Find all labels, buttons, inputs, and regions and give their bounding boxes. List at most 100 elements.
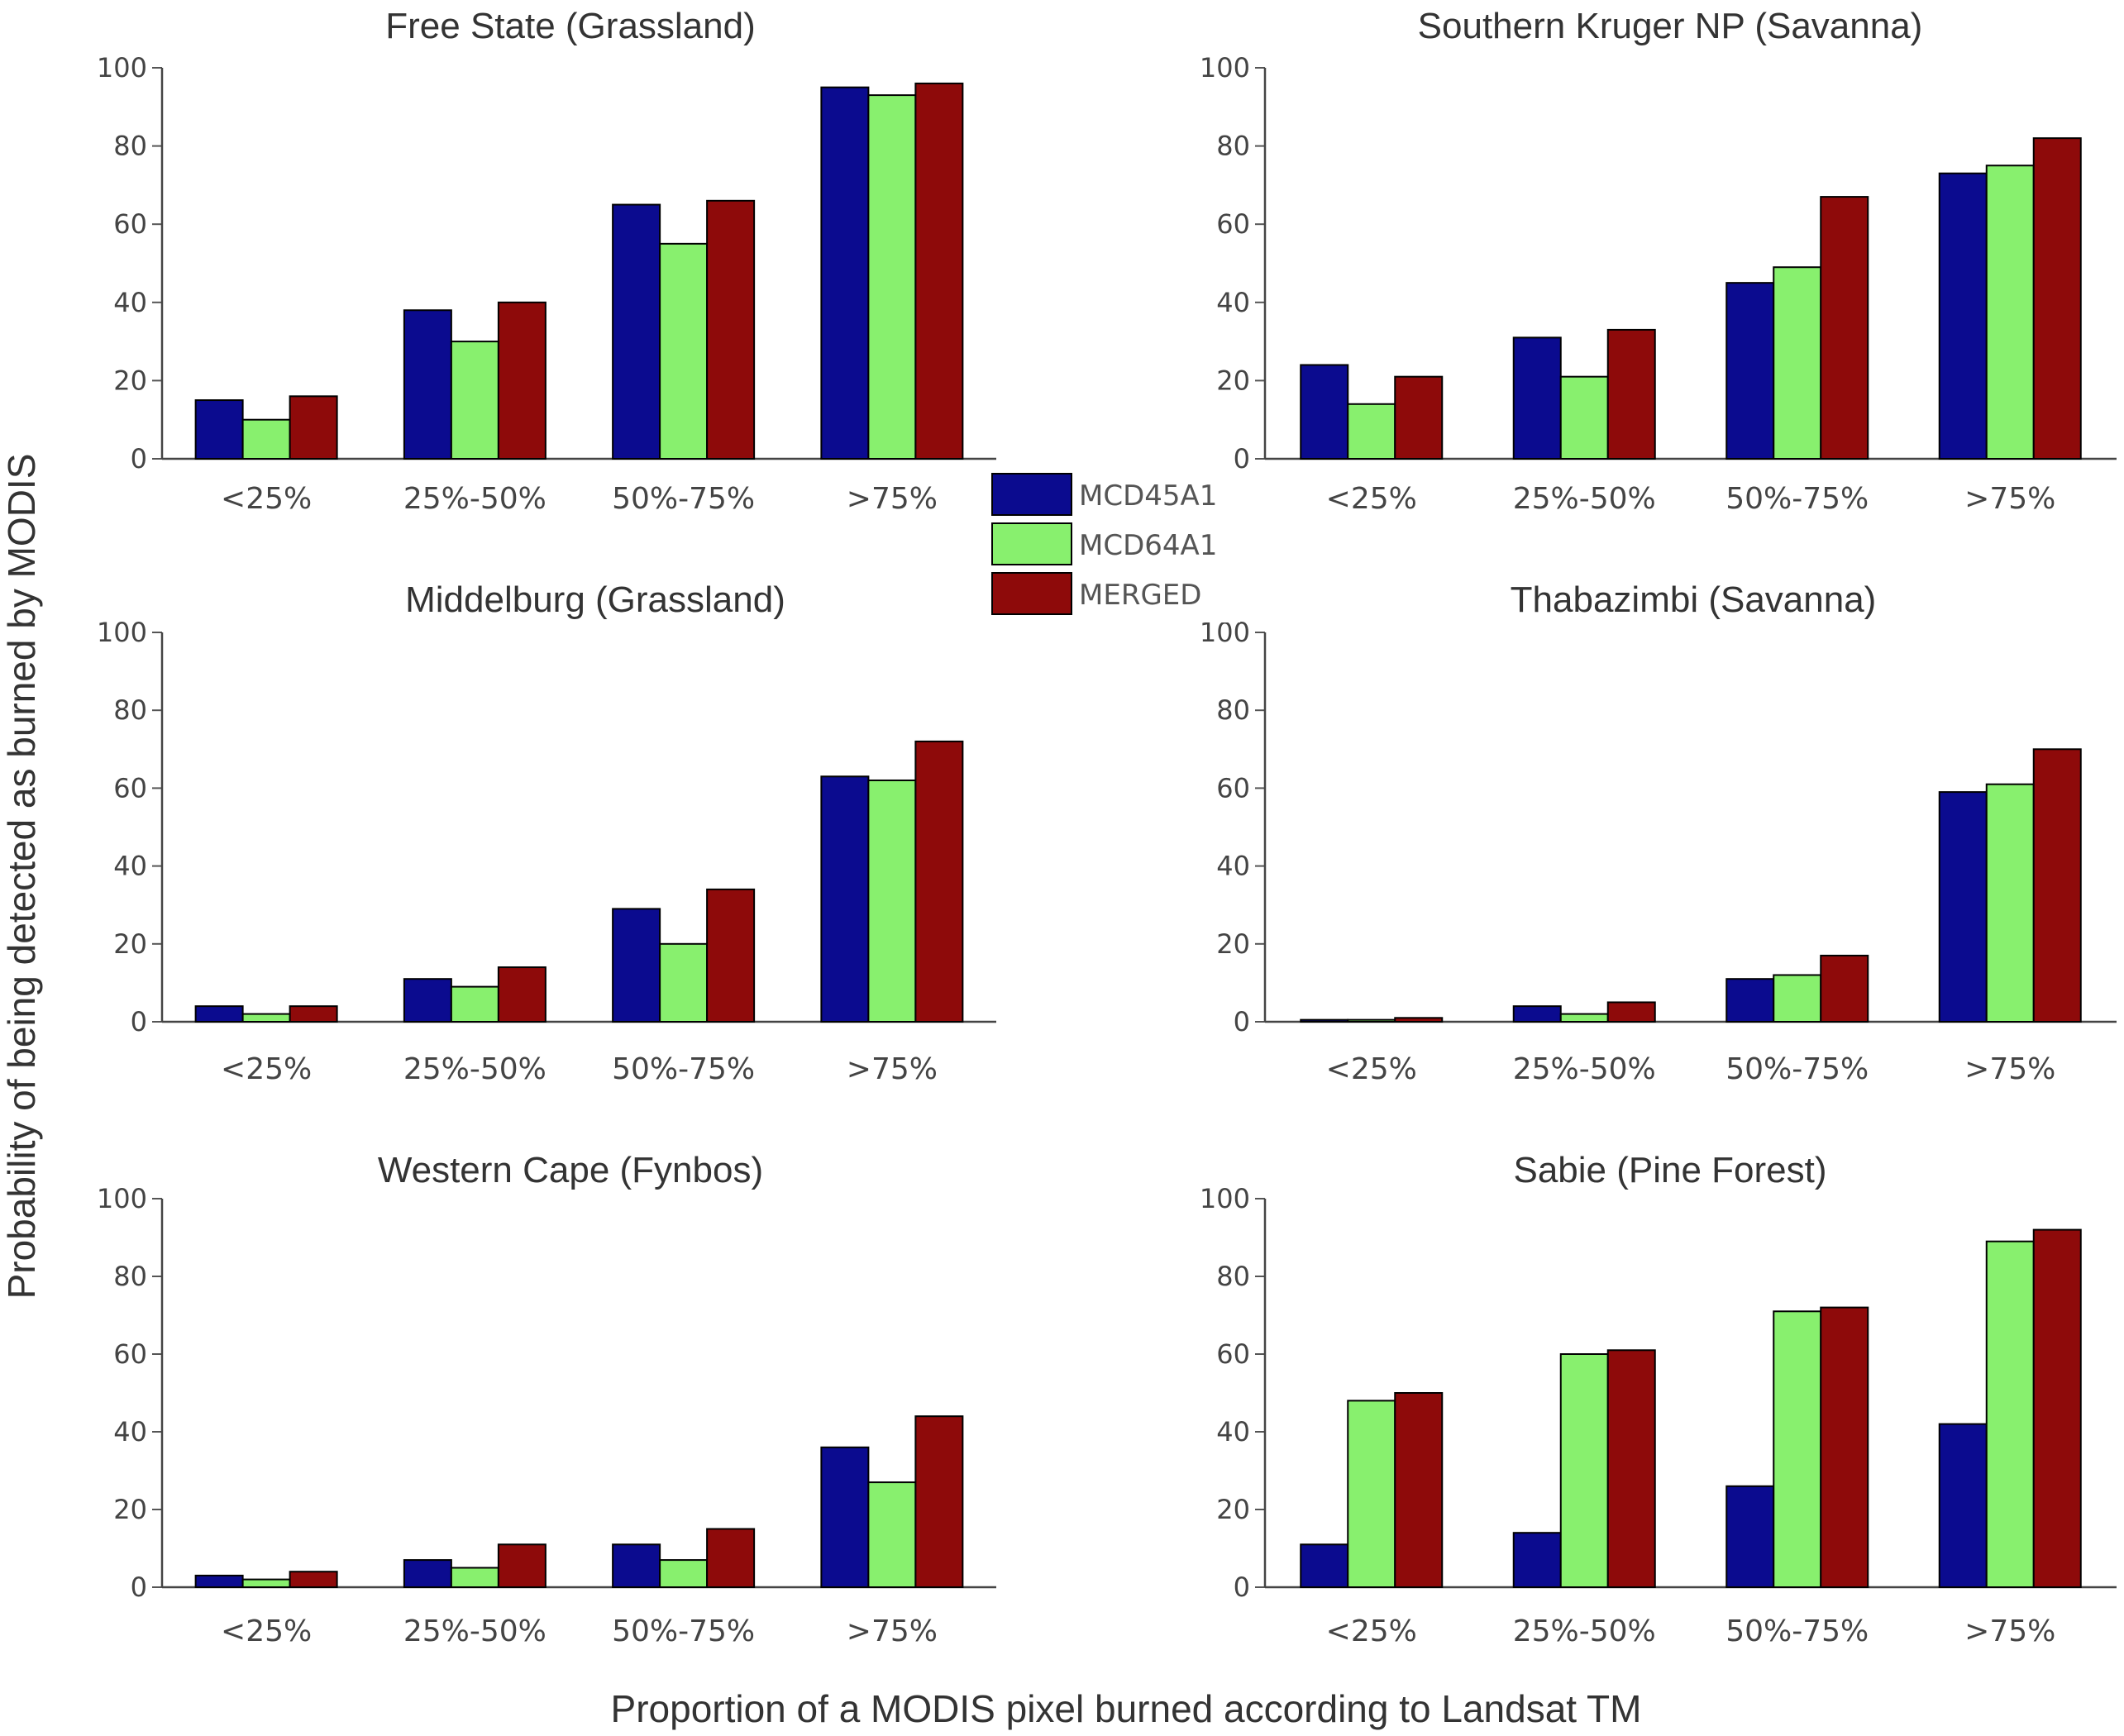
category-label: 50%-75% (612, 1614, 755, 1648)
bar-mcd45a1 (612, 1543, 661, 1589)
category-label: 50%-75% (1725, 482, 1869, 516)
panel-title: Middelburg (Grassland) (405, 579, 785, 620)
bar-mcd45a1 (1725, 282, 1775, 460)
legend-label: MCD45A1 (1079, 479, 1217, 513)
bar-mcd45a1 (194, 1574, 244, 1589)
bar-mcd45a1 (1512, 1005, 1562, 1023)
bar-mcd64a1 (1347, 1018, 1396, 1023)
legend-swatch-mcd64a1 (991, 522, 1072, 565)
bar-mcd45a1 (612, 908, 661, 1023)
bar-mcd64a1 (659, 1559, 709, 1588)
bar-mcd64a1 (1347, 403, 1396, 460)
bar-mcd64a1 (450, 1567, 499, 1588)
bar-mcd45a1 (612, 203, 661, 460)
category-label: >75% (847, 482, 938, 516)
y-tick-label: 20 (1216, 928, 1250, 960)
y-tick-label: 20 (113, 1494, 147, 1525)
bar-mcd64a1 (867, 779, 917, 1023)
legend: MCD45A1 MCD64A1 MERGED (988, 470, 1240, 622)
category-label: 25%-50% (1513, 482, 1656, 516)
chart-panel: Middelburg (Grassland) 0 20 40 60 80 100 <25% 25… (97, 579, 996, 1086)
bar-merged (1394, 375, 1444, 460)
bar-mcd45a1 (1300, 1543, 1349, 1589)
legend-swatch-merged (991, 572, 1072, 615)
bar-mcd45a1 (1300, 364, 1349, 460)
y-tick-label: 60 (1216, 1338, 1250, 1370)
legend-label: MERGED (1079, 579, 1201, 612)
bar-merged (1820, 196, 1869, 460)
category-label: <25% (1326, 1614, 1417, 1648)
y-tick-label: 80 (1216, 1261, 1250, 1292)
category-label: 50%-75% (612, 482, 755, 516)
y-tick-label: 60 (113, 208, 147, 240)
chart-panel: Southern Kruger NP (Savanna) 0 20 40 60 80 100… (1200, 6, 2117, 516)
y-tick-label: 0 (131, 443, 147, 475)
y-tick-label: 80 (113, 1261, 147, 1292)
bar-mcd64a1 (1773, 974, 1822, 1023)
y-tick-label: 20 (1216, 1494, 1250, 1525)
bar-merged (1394, 1392, 1444, 1588)
y-tick-label: 100 (1200, 1183, 1250, 1214)
category-label: 25%-50% (1513, 1614, 1656, 1648)
y-tick-label: 100 (97, 52, 147, 83)
category-label: >75% (1964, 1614, 2055, 1648)
bar-merged (2032, 137, 2082, 460)
category-label: 50%-75% (612, 1052, 755, 1086)
bar-merged (1606, 1349, 1656, 1589)
bar-merged (1820, 1306, 1869, 1588)
bar-merged (497, 966, 547, 1023)
bar-mcd64a1 (1347, 1400, 1396, 1589)
bar-merged (914, 82, 964, 460)
category-label: 50%-75% (1725, 1614, 1869, 1648)
chart-panel: Sabie (Pine Forest) 0 20 40 60 80 100 <25% 25%-5… (1200, 1150, 2117, 1648)
bar-mcd64a1 (1773, 1310, 1822, 1589)
chart-panel: Western Cape (Fynbos) 0 20 40 60 80 100 <25% 25%… (97, 1150, 996, 1648)
y-tick-label: 40 (113, 287, 147, 318)
panel-title: Sabie (Pine Forest) (1513, 1150, 1826, 1190)
y-tick-label: 20 (1216, 365, 1250, 396)
bar-mcd64a1 (1559, 375, 1609, 460)
bar-mcd45a1 (1725, 978, 1775, 1023)
y-tick-label: 40 (1216, 851, 1250, 882)
bar-merged (2032, 1228, 2082, 1588)
bar-mcd64a1 (1773, 266, 1822, 460)
category-label: <25% (221, 1614, 312, 1648)
y-tick-label: 0 (1234, 443, 1250, 475)
y-tick-label: 0 (1234, 1571, 1250, 1603)
bar-merged (497, 301, 547, 460)
bar-merged (289, 1005, 338, 1023)
category-label: >75% (1964, 1052, 2055, 1086)
bar-mcd45a1 (1512, 1532, 1562, 1588)
bar-mcd45a1 (1300, 1018, 1349, 1023)
y-tick-label: 100 (1200, 52, 1250, 83)
category-label: >75% (847, 1052, 938, 1086)
panel-title: Free State (Grassland) (385, 6, 756, 46)
bar-mcd45a1 (1512, 336, 1562, 460)
category-label: 25%-50% (1513, 1052, 1656, 1086)
bar-mcd45a1 (820, 1446, 870, 1589)
bar-merged (706, 1528, 756, 1588)
panel-title: Southern Kruger NP (Savanna) (1418, 6, 1923, 46)
category-label: 25%-50% (403, 1052, 547, 1086)
bar-mcd45a1 (820, 775, 870, 1023)
bar-merged (706, 199, 756, 460)
bar-mcd64a1 (867, 1481, 917, 1588)
bar-mcd64a1 (241, 1578, 291, 1588)
category-label: <25% (221, 1052, 312, 1086)
bar-merged (289, 395, 338, 460)
panel-title: Thabazimbi (Savanna) (1511, 579, 1877, 620)
bar-merged (914, 1415, 964, 1588)
bar-merged (1394, 1017, 1444, 1023)
bar-merged (2032, 748, 2082, 1023)
y-tick-label: 40 (1216, 1416, 1250, 1447)
y-tick-label: 80 (1216, 694, 1250, 726)
category-label: <25% (1326, 482, 1417, 516)
legend-label: MCD64A1 (1079, 529, 1217, 562)
bar-mcd45a1 (403, 309, 452, 460)
panel-title: Western Cape (Fynbos) (378, 1150, 763, 1190)
bar-mcd64a1 (1985, 783, 2035, 1023)
bar-merged (914, 740, 964, 1023)
bar-mcd64a1 (1985, 1240, 2035, 1588)
y-tick-label: 40 (113, 851, 147, 882)
